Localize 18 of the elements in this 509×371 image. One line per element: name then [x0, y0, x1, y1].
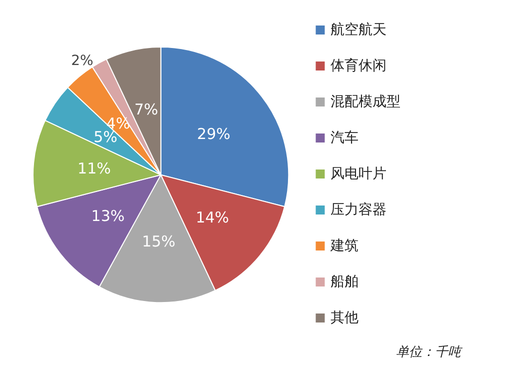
legend-label: 汽车	[330, 130, 359, 146]
legend-label: 风电叶片	[330, 166, 387, 182]
data-label: 15%	[142, 232, 176, 251]
data-label: 11%	[78, 160, 111, 178]
data-label: 14%	[196, 208, 230, 226]
data-label: 2%	[71, 53, 94, 70]
legend-label: 航空航天	[330, 22, 387, 38]
legend-label: 压力容器	[330, 202, 387, 218]
text: 单位：千吨	[396, 345, 463, 360]
legend-label: 建筑	[330, 238, 359, 254]
legend-label: 体育休闲	[330, 57, 387, 74]
data-label: 7%	[134, 100, 158, 119]
legend-label: 其他	[330, 310, 359, 326]
legend-label: 船舶	[330, 274, 359, 290]
legend-label: 混配模成型	[330, 94, 401, 110]
data-label: 29%	[197, 124, 230, 143]
data-label: 13%	[91, 206, 125, 225]
data-label: 5%	[94, 128, 118, 146]
